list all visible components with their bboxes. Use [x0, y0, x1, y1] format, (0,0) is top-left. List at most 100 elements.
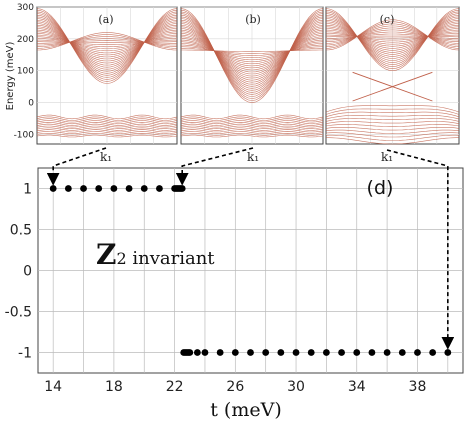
z2-invariant-plot: 1 0.5 0 -0.5 -1 14 18 22 26 30 34 38	[5, 167, 464, 395]
valence-band-line	[325, 129, 460, 134]
energy-tick-label: 100	[17, 67, 34, 77]
conduction-band-line	[36, 38, 178, 48]
y-tick-label: 0	[23, 264, 32, 280]
z2-annotation: Z2 invariant	[96, 238, 215, 271]
data-point	[292, 349, 300, 356]
conduction-band-line	[37, 41, 177, 43]
data-point	[307, 349, 315, 356]
conduction-band-line	[36, 16, 178, 74]
valence-band-line	[36, 116, 178, 121]
data-point	[262, 349, 270, 356]
conduction-band-line	[180, 24, 324, 83]
data-point	[338, 349, 345, 356]
valence-band-line	[36, 127, 178, 131]
x-tick-label: 26	[226, 379, 244, 395]
conduction-band-line	[325, 19, 460, 57]
conduction-band-line	[37, 40, 177, 44]
valence-band-line	[325, 127, 460, 131]
y-tick-label: -0.5	[5, 305, 32, 321]
conduction-band-line	[180, 14, 324, 95]
conduction-band-line	[36, 24, 178, 64]
conduction-band-line	[325, 8, 460, 72]
conduction-band-line	[180, 33, 324, 73]
panel-arrow	[46, 147, 107, 186]
data-point	[156, 185, 163, 192]
valence-band-line	[36, 118, 178, 123]
data-point	[201, 349, 209, 356]
band-panel-c	[325, 6, 460, 145]
valence-band-line	[180, 127, 324, 131]
conduction-band-line	[325, 31, 460, 43]
x-tick-label: 34	[348, 379, 366, 395]
data-point	[49, 185, 57, 192]
conduction-band-line	[36, 29, 178, 58]
valence-band-line	[180, 125, 324, 130]
conduction-band-line	[180, 21, 324, 87]
conduction-band-line	[325, 24, 460, 51]
data-point	[178, 185, 186, 192]
valence-band-line	[36, 123, 178, 128]
data-point	[414, 349, 421, 356]
x-tick-label: 18	[105, 379, 123, 395]
data-point	[398, 349, 406, 356]
conduction-band-line	[180, 44, 324, 59]
conduction-band-line	[36, 31, 178, 56]
conduction-band-line	[180, 26, 324, 81]
conduction-band-line	[180, 28, 324, 79]
energy-tick-label: 0	[28, 99, 34, 109]
data-point	[444, 349, 452, 356]
valence-band-line	[325, 124, 460, 127]
conduction-band-line	[180, 34, 324, 71]
conduction-band-line	[37, 39, 177, 45]
conduction-band-line	[326, 34, 459, 39]
conduction-band-line	[180, 38, 324, 67]
data-point	[353, 349, 361, 356]
energy-tick-label: 300	[17, 3, 34, 13]
energy-tick-label: 200	[17, 35, 34, 45]
k1-label-a: k₁	[100, 150, 112, 164]
valence-band-line	[36, 132, 178, 136]
conduction-band-line	[36, 34, 178, 49]
valence-band-line	[180, 129, 324, 133]
valence-band-line	[180, 114, 324, 120]
valence-band-line	[180, 132, 324, 136]
valence-band-line	[180, 121, 324, 126]
conduction-band-line	[180, 36, 324, 69]
conduction-band-line	[180, 16, 324, 93]
panel-label-a: (a)	[98, 13, 113, 26]
panel-label-b: (b)	[245, 13, 261, 26]
conduction-band-line	[36, 18, 178, 72]
conduction-band-line	[325, 11, 460, 67]
data-point	[368, 349, 376, 356]
valence-band-line	[36, 120, 178, 125]
conduction-band-line	[180, 8, 324, 103]
conduction-band-line	[181, 49, 323, 52]
valence-band-line	[180, 123, 324, 128]
conduction-band-line	[325, 14, 460, 63]
valence-band-line	[180, 134, 324, 138]
energy-axis-label: Energy (meV)	[5, 42, 16, 111]
conduction-band-line	[326, 29, 459, 42]
valence-band-line	[325, 111, 460, 118]
data-point	[247, 349, 254, 356]
conduction-band-line	[325, 23, 460, 47]
data-point	[322, 349, 330, 356]
valence-band-line	[180, 118, 324, 123]
conduction-band-line	[36, 28, 178, 60]
y-tick-label: 1	[23, 182, 32, 198]
conduction-band-line	[37, 38, 177, 46]
k1-label-c: k₁	[381, 150, 393, 164]
data-point	[125, 185, 133, 192]
conduction-band-line	[325, 26, 460, 49]
x-tick-label: 14	[44, 379, 62, 395]
energy-tick-label: -100	[14, 130, 35, 140]
conduction-band-line	[180, 31, 324, 75]
data-point	[231, 349, 239, 356]
conduction-band-line	[180, 46, 324, 57]
valence-band-line	[36, 131, 178, 135]
conduction-band-line	[36, 21, 178, 68]
conduction-band-line	[326, 33, 459, 39]
conduction-band-line	[37, 36, 177, 50]
conduction-band-line	[325, 19, 460, 51]
conduction-band-line	[180, 9, 324, 101]
